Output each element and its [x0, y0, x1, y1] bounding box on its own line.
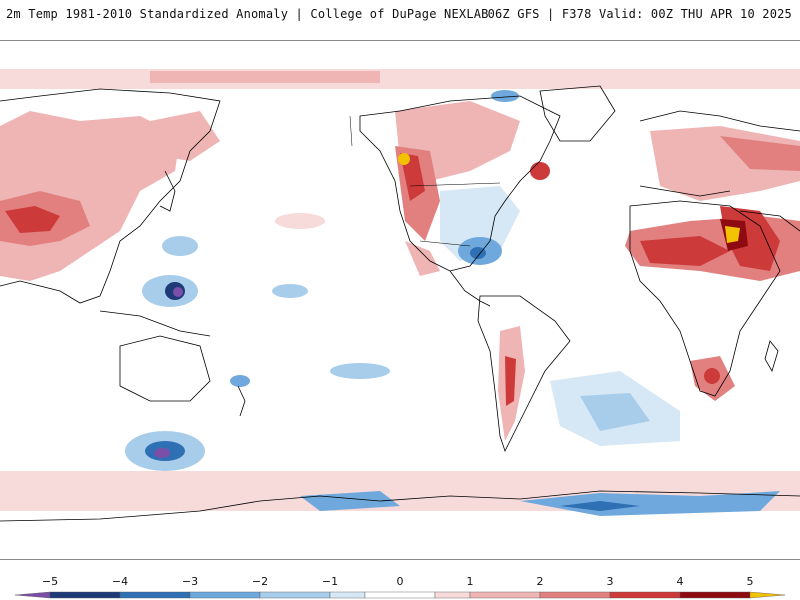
colorbar-tick-label: −2 [252, 575, 268, 588]
north-pacific-warm [275, 213, 325, 229]
colorbar-svg: −5 −4 −3 −2 −1 0 1 2 3 4 5 [14, 575, 786, 599]
colorbar-ticks: −5 −4 −3 −2 −1 0 1 2 3 4 5 [42, 575, 754, 588]
pnw-hotspot [398, 153, 410, 165]
japan-coast [159, 170, 176, 212]
greenland-coast [539, 85, 616, 142]
ross-sea-cold [300, 491, 400, 511]
colorbar-tick-label: 2 [537, 575, 544, 588]
tasman-cold [230, 375, 250, 387]
colorbar-bin [49, 591, 121, 599]
colorbar-bin [119, 591, 191, 599]
colorbar-bin [14, 591, 51, 599]
header: 2m Temp 1981-2010 Standardized Anomaly |… [0, 0, 800, 40]
map-title: 2m Temp 1981-2010 Standardized Anomaly |… [6, 7, 489, 21]
russia-warm [720, 136, 800, 171]
colorbar-tick-label: 4 [677, 575, 684, 588]
southern-ocean-cold [154, 448, 170, 458]
antarctic-coast-core [560, 501, 640, 511]
indonesia-coast [99, 310, 211, 337]
south-africa-core [704, 368, 720, 384]
colorbar-tick-label: −4 [112, 575, 128, 588]
colorbar-tick-label: 5 [747, 575, 754, 588]
coastlines [0, 85, 800, 522]
colorbar-tick-label: −1 [322, 575, 338, 588]
mexico-warm [405, 241, 440, 276]
new-zealand-coast [237, 385, 246, 417]
colorbar-bin [749, 591, 786, 599]
colorbar-tick-label: −3 [182, 575, 198, 588]
colorbar-bin [189, 591, 261, 599]
asia-coast [0, 88, 221, 304]
canada-west-warm [400, 153, 425, 201]
philippine-sea-core [173, 287, 183, 297]
colorbar-bin [329, 591, 366, 599]
arctic-warm-core [150, 71, 380, 83]
colorbar-bin [469, 591, 541, 599]
colorbar-bin [259, 591, 331, 599]
andes-warm [505, 356, 516, 406]
colorbar-bin [364, 591, 436, 599]
map-canvas [0, 69, 800, 522]
colorbar-bin [679, 591, 751, 599]
arctic-warm-band [0, 69, 800, 89]
colorbar-bin [539, 591, 611, 599]
colorbar-bin [434, 591, 471, 599]
antarctica-coast [0, 490, 800, 522]
north-america-coast [359, 95, 561, 272]
europe-coast [639, 110, 800, 132]
arabia-coast [739, 210, 800, 232]
gulf-of-mexico-cold [470, 247, 486, 259]
central-us-cool [440, 186, 520, 261]
south-atlantic-cold [580, 393, 650, 431]
west-pacific-cold [162, 236, 198, 256]
colorbar-bin [609, 591, 681, 599]
mediterranean-coast [639, 185, 731, 197]
model-run-info: 06Z GFS | F378 Valid: 00Z THU APR 10 202… [487, 7, 792, 21]
us-canada-border [409, 182, 501, 187]
us-mexico-border [419, 240, 471, 247]
colorbar-tick-label: 1 [467, 575, 474, 588]
anomaly-map [0, 40, 800, 560]
anomaly-shading [0, 69, 800, 516]
himalaya-warm [5, 206, 60, 233]
sahel-warm-core [640, 236, 730, 266]
australia-coast [119, 335, 211, 402]
alaska-border [349, 115, 353, 147]
greenland-cold [491, 90, 519, 102]
antarctic-coast-cold [520, 491, 780, 516]
colorbar-tick-label: −5 [42, 575, 58, 588]
madagascar-coast [764, 340, 779, 372]
colorbar-bins [14, 591, 786, 599]
central-pacific-cold [272, 284, 308, 298]
colorbar-legend: −5 −4 −3 −2 −1 0 1 2 3 4 5 [0, 560, 800, 600]
africa-coast [629, 200, 781, 397]
political-boundaries [349, 115, 501, 247]
nova-scotia-warm [530, 162, 550, 180]
siberia-warm [150, 111, 220, 161]
south-america-coast [477, 295, 571, 453]
colorbar-tick-label: 0 [397, 575, 404, 588]
central-america-coast [449, 270, 491, 307]
colorbar-tick-label: 3 [607, 575, 614, 588]
south-pacific-cold [330, 363, 390, 379]
egypt-hotspot [725, 226, 740, 243]
